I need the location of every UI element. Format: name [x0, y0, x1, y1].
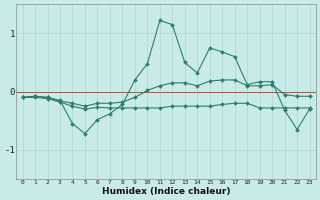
- X-axis label: Humidex (Indice chaleur): Humidex (Indice chaleur): [102, 187, 230, 196]
